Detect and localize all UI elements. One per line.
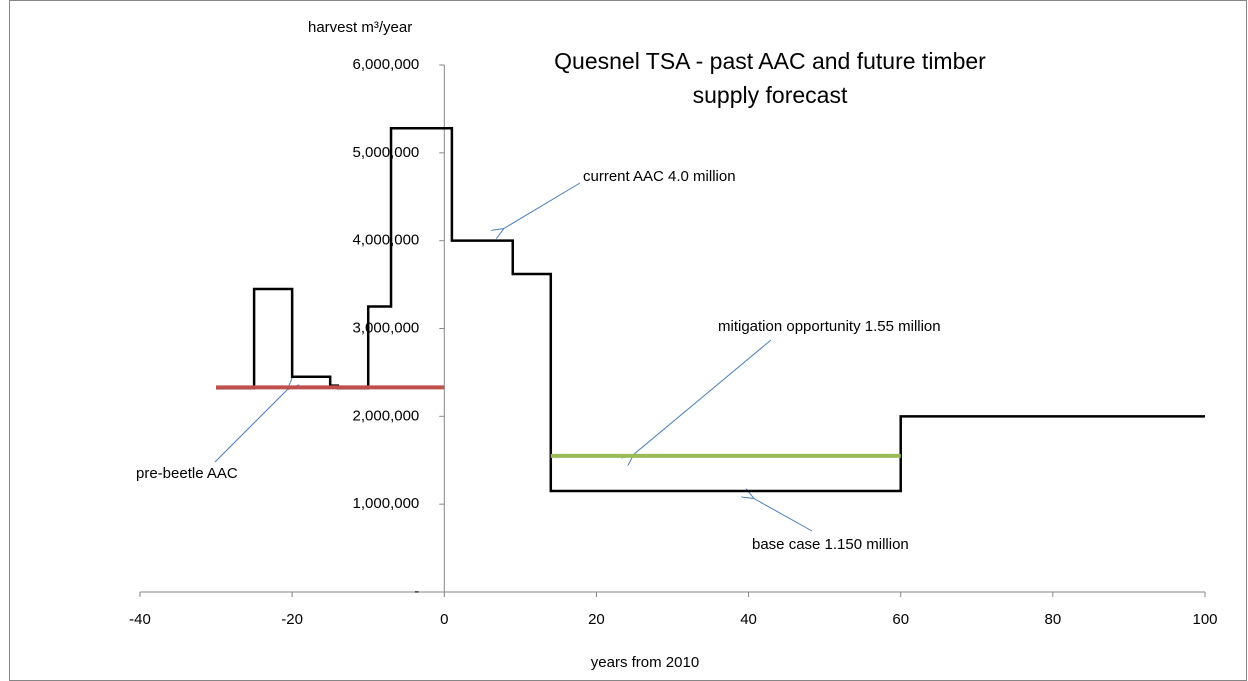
x-tick-label: -20 <box>281 611 303 628</box>
annotation: current AAC 4.0 million <box>583 168 736 185</box>
x-tick-label: 100 <box>1192 611 1217 628</box>
chart-title: supply forecast <box>693 82 848 108</box>
y-axis-label: harvest m³/year <box>308 19 412 36</box>
x-tick-label: 60 <box>892 611 909 628</box>
arrow <box>214 389 288 463</box>
y-tick-label: 6,000,000 <box>353 56 420 73</box>
annotation: base case 1.150 million <box>752 536 909 553</box>
chart-border <box>9 0 1247 681</box>
y-tick-label: 1,000,000 <box>353 495 420 512</box>
x-tick-label: -40 <box>129 611 151 628</box>
y-tick-label: 2,000,000 <box>353 407 420 424</box>
arrow <box>503 182 581 229</box>
x-tick-label: 40 <box>740 611 757 628</box>
y-tick-label: 4,000,000 <box>353 232 420 249</box>
chart-title: Quesnel TSA - past AAC and future timber <box>554 48 986 74</box>
y-tick-label: 3,000,000 <box>353 319 420 336</box>
y-tick-label: - <box>414 583 419 600</box>
y-tick-label: 5,000,000 <box>353 144 420 161</box>
arrow <box>633 339 772 455</box>
x-tick-label: 80 <box>1045 611 1062 628</box>
annotation: mitigation opportunity 1.55 million <box>718 318 941 335</box>
line-series <box>216 126 1205 493</box>
x-tick-label: 20 <box>588 611 605 628</box>
x-axis-label: years from 2010 <box>591 654 699 671</box>
arrow <box>753 498 813 532</box>
annotation: pre-beetle AAC <box>136 465 238 482</box>
x-tick-label: 0 <box>440 611 448 628</box>
